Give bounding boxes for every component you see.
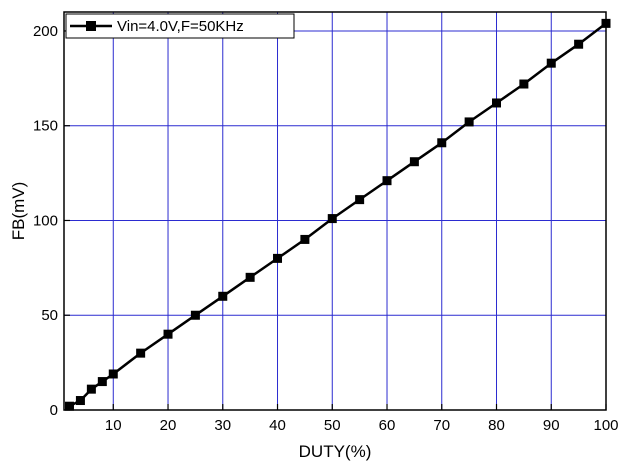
plot-frame (63, 11, 607, 411)
y-tick-label: 50 (41, 307, 58, 324)
data-point (574, 39, 584, 49)
data-point (75, 396, 85, 406)
y-axis-title: FB(mV) (9, 182, 28, 241)
y-tick-label: 150 (33, 118, 58, 135)
legend-label: Vin=4.0V,F=50KHz (117, 18, 244, 35)
y-tick-label: 100 (33, 212, 58, 229)
x-tick-label: 50 (324, 417, 341, 434)
data-point (437, 138, 447, 148)
data-point (86, 384, 96, 394)
data-point (546, 58, 556, 68)
legend: Vin=4.0V,F=50KHz (65, 13, 295, 39)
data-point (409, 157, 419, 167)
data-point (355, 195, 365, 205)
x-tick-label: 80 (488, 417, 505, 434)
data-point (108, 369, 118, 379)
data-point (464, 117, 474, 127)
data-point (273, 253, 283, 263)
data-point (190, 310, 200, 320)
x-tick-label: 60 (379, 417, 396, 434)
x-tick-label: 100 (593, 417, 618, 434)
x-tick-label: 30 (214, 417, 231, 434)
y-tick-label: 200 (33, 23, 58, 40)
data-point (245, 272, 255, 282)
x-tick-label: 40 (269, 417, 286, 434)
tick-labels: 10 20 30 40 50 60 70 80 90 100 0 50 100 150 200 (33, 23, 619, 434)
data-point (492, 98, 502, 108)
data-point (382, 176, 392, 186)
x-tick-label: 20 (160, 417, 177, 434)
x-tick-label: 70 (433, 417, 450, 434)
data-point (163, 329, 173, 339)
data-point (136, 348, 146, 358)
data-point (300, 234, 310, 244)
x-tick-label: 90 (543, 417, 560, 434)
data-point (97, 377, 107, 387)
x-tick-label: 10 (105, 417, 122, 434)
data-point (64, 401, 74, 411)
data-point (218, 291, 228, 301)
x-axis-title: DUTY(%) (299, 442, 372, 461)
data-point (519, 79, 529, 89)
y-tick-label: 0 (50, 402, 58, 419)
data-point (327, 214, 337, 224)
legend-marker (86, 21, 96, 31)
